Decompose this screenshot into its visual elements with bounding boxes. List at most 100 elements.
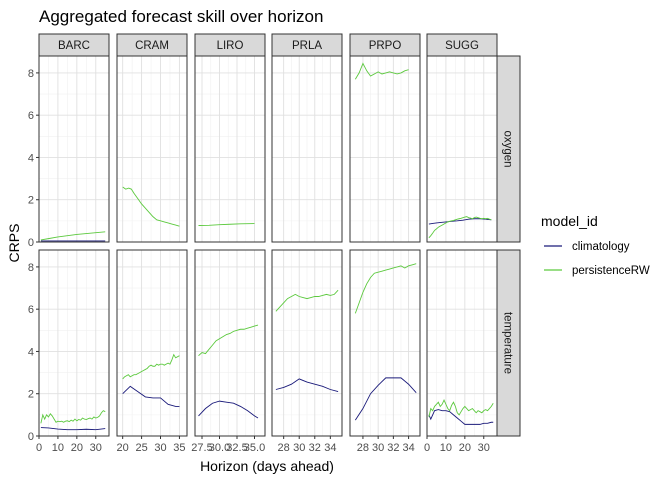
facet-label-temperature: temperature (502, 312, 514, 374)
y-tick-label: 2 (28, 195, 34, 207)
x-tick-label-liro: 32.5 (226, 442, 247, 454)
facet-label-barc: BARC (58, 40, 90, 52)
facet-label-sugg: SUGG (445, 40, 479, 52)
panel-border (194, 55, 266, 243)
series-line-persistenceRW-prpo-oxygen (354, 62, 409, 80)
legend: model_id climatology persistenceRW (541, 213, 650, 277)
x-tick-label-sugg: 20 (459, 442, 471, 454)
facet-label-oxygen: oxygen (502, 130, 514, 167)
series-line-persistenceRW-cram-temperature (122, 353, 180, 380)
panel-barc-oxygen (38, 55, 110, 243)
facet-label-prla: PRLA (292, 40, 322, 52)
series-line-climatology-prla-temperature (275, 378, 339, 393)
x-tick-label-prpo: 30 (372, 442, 384, 454)
x-tick-label-prpo: 28 (357, 442, 369, 454)
x-tick-label-cram: 30 (154, 442, 166, 454)
panel-border (116, 55, 188, 243)
y-tick-label: 0 (28, 237, 34, 249)
panel-sugg-temperature (426, 249, 498, 437)
legend-label-climatology: climatology (572, 241, 630, 253)
x-tick-label-liro: 35.0 (244, 442, 265, 454)
panel-prla-temperature (271, 249, 343, 437)
legend-label-persistenceRW: persistenceRW (572, 265, 650, 277)
x-tick-label-prla: 32 (309, 442, 321, 454)
panel-background (117, 250, 187, 436)
panel-cram-temperature (116, 249, 188, 437)
panel-background (39, 250, 109, 436)
x-tick-label-barc: 10 (52, 442, 64, 454)
panel-prpo-oxygen (349, 55, 421, 243)
panel-border (38, 55, 110, 243)
series-line-persistenceRW-liro-temperature (198, 324, 259, 357)
x-tick-label-barc: 20 (71, 442, 83, 454)
series-line-climatology-barc-temperature (40, 427, 106, 431)
x-tick-label-sugg: 30 (478, 442, 490, 454)
x-tick-label-cram: 35 (173, 442, 185, 454)
panel-liro-temperature (194, 249, 266, 437)
panel-border (116, 249, 188, 437)
x-tick-label-barc: 0 (36, 442, 42, 454)
panel-border (349, 249, 421, 437)
y-tick-label: 6 (28, 110, 34, 122)
y-tick-label: 6 (28, 304, 34, 316)
series-line-persistenceRW-liro-oxygen (198, 223, 255, 226)
panel-background (427, 56, 497, 242)
panel-border (38, 249, 110, 437)
x-tick-label-liro: 30.0 (209, 442, 230, 454)
series-line-climatology-cram-temperature (122, 385, 180, 407)
series-line-persistenceRW-barc-oxygen (40, 231, 106, 241)
panel-background (427, 250, 497, 436)
series-line-persistenceRW-prpo-temperature (354, 263, 417, 314)
panel-border (271, 249, 343, 437)
panel-background (39, 56, 109, 242)
panel-border (426, 55, 498, 243)
x-tick-label-prla: 28 (278, 442, 290, 454)
series-line-climatology-liro-temperature (198, 400, 259, 419)
panel-border (426, 249, 498, 437)
series-line-persistenceRW-sugg-temperature (428, 398, 494, 418)
x-axis-title: Horizon (days ahead) (200, 458, 334, 474)
legend-title: model_id (541, 213, 598, 229)
series-line-climatology-prpo-temperature (354, 377, 417, 421)
x-tick-label-prla: 30 (293, 442, 305, 454)
panel-prla-oxygen (271, 55, 343, 243)
facet-grid: BARC CRAM LIRO PRLA PRPO SUGG oxygen temperatur… (28, 33, 521, 454)
chart-title: Aggregated forecast skill over horizon (39, 7, 323, 26)
panel-prpo-temperature (349, 249, 421, 437)
x-tick-label-barc: 30 (90, 442, 102, 454)
y-tick-label: 4 (28, 346, 34, 358)
panel-sugg-oxygen (426, 55, 498, 243)
x-tick-label-sugg: 10 (440, 442, 452, 454)
panel-background (350, 250, 420, 436)
series-line-persistenceRW-prla-temperature (275, 289, 339, 312)
panel-border (271, 55, 343, 243)
series-line-persistenceRW-sugg-oxygen (428, 216, 492, 239)
series-line-persistenceRW-barc-temperature (40, 410, 106, 424)
panel-border (194, 249, 266, 437)
x-tick-label-prpo: 34 (402, 442, 414, 454)
facet-label-prpo: PRPO (369, 40, 402, 52)
panel-border (349, 55, 421, 243)
panel-background (195, 250, 265, 436)
series-line-persistenceRW-cram-oxygen (122, 186, 180, 227)
panel-barc-temperature (38, 249, 110, 437)
panel-background (350, 56, 420, 242)
facet-label-cram: CRAM (135, 40, 169, 52)
y-tick-label: 0 (28, 431, 34, 443)
x-tick-label-sugg: 0 (424, 442, 430, 454)
panel-cram-oxygen (116, 55, 188, 243)
y-axis-title: CRPS (6, 224, 22, 263)
x-tick-label-prla: 34 (324, 442, 336, 454)
panel-liro-oxygen (194, 55, 266, 243)
series-line-climatology-sugg-temperature (428, 409, 494, 425)
y-tick-label: 8 (28, 262, 34, 274)
x-tick-label-cram: 20 (117, 442, 129, 454)
panel-background (195, 56, 265, 242)
y-tick-label: 8 (28, 68, 34, 80)
y-tick-label: 2 (28, 389, 34, 401)
x-tick-label-cram: 25 (135, 442, 147, 454)
x-tick-label-prpo: 32 (387, 442, 399, 454)
facet-label-liro: LIRO (217, 40, 244, 52)
x-tick-label-liro: 27.5 (191, 442, 212, 454)
